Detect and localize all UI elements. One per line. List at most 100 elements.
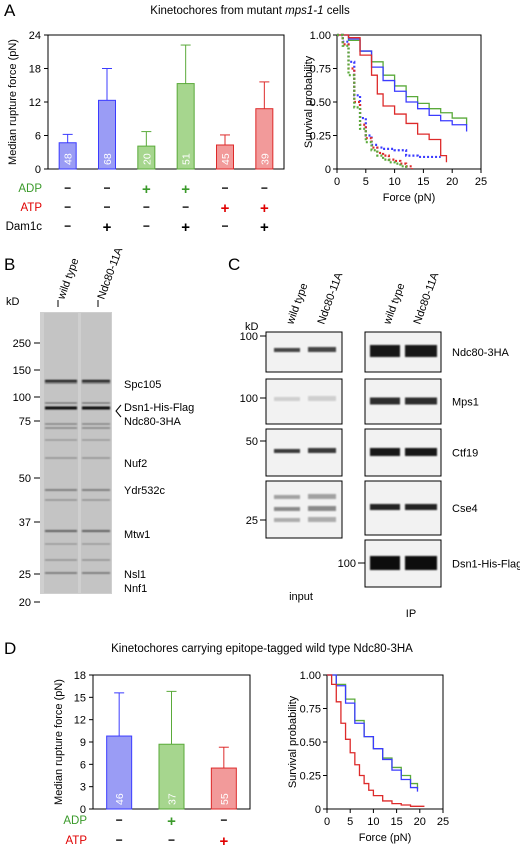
gel-band [82, 427, 110, 429]
bar [98, 99, 116, 170]
y-tick-label: 6 [35, 131, 41, 143]
survival-curve [327, 674, 419, 792]
gel-band-label: Dsn1-His-Flag [124, 402, 194, 414]
blot-band [370, 504, 400, 510]
x-tick-label: 25 [475, 176, 487, 188]
y-axis-label: Survival probability [287, 695, 299, 788]
condition-symbol: − [64, 181, 71, 195]
condition-symbol: − [261, 181, 268, 195]
blot-input-lane-label-ndc80-11a: Ndc80-11A [316, 270, 346, 326]
blot-band [274, 518, 300, 522]
blot-band [405, 345, 437, 357]
condition-symbol: + [142, 181, 151, 198]
survival-curve-dotted [337, 33, 413, 169]
blot-input-label: input [289, 591, 313, 603]
condition-symbol: − [220, 813, 227, 827]
condition-symbol: − [143, 219, 150, 233]
bar [255, 108, 274, 170]
gel-marker-label: 37 [19, 517, 31, 529]
survival-curve [327, 674, 419, 789]
blot-protein-label: Ndc80-3HA [452, 347, 510, 359]
y-tick-label: 12 [74, 715, 86, 727]
blot-ip-lane-label-wild-type: wild type [381, 282, 407, 327]
blot-band [274, 507, 300, 511]
x-tick-label: 10 [388, 176, 400, 188]
gel-lane [81, 313, 111, 593]
condition-symbol: + [260, 219, 269, 236]
gel-band-label: Mtw1 [124, 529, 150, 541]
y-axis-label: Median rupture force (pN) [7, 39, 19, 165]
gel-band [82, 457, 110, 459]
panel-d-title: Kinetochores carrying epitope-tagged wil… [111, 643, 413, 655]
gel-band [82, 489, 110, 491]
gel-lane-label-wild-type: wild type [55, 257, 81, 302]
gel-band-labels: Spc105 Dsn1-His-Flag Ndc80-3HA Nuf2 Ydr532c M… [115, 379, 194, 595]
condition-label: ADP [18, 183, 42, 195]
gel-band [82, 439, 110, 441]
gel-band-label: Ydr532c [124, 485, 165, 497]
x-tick-label: 0 [324, 816, 330, 828]
gel-marker-label: 100 [13, 392, 31, 404]
y-tick-label: 18 [74, 670, 86, 682]
bar [58, 142, 77, 170]
y-axis-label: Survival probability [303, 55, 315, 148]
gel-band [45, 406, 77, 410]
blot-band [308, 517, 336, 522]
blot-protein-label: Ctf19 [452, 448, 478, 460]
gel-band [45, 543, 77, 545]
blot-band [308, 494, 336, 499]
blot-band [405, 504, 437, 510]
blot-marker-label: 25 [246, 515, 258, 527]
y-tick-label: 3 [80, 782, 86, 794]
gel-marker-label: 150 [13, 365, 31, 377]
blot-ip-label: IP [406, 608, 416, 620]
bar [176, 83, 195, 170]
gel-band-label: Nuf2 [124, 458, 147, 470]
bar [210, 767, 237, 810]
gel-band [45, 402, 77, 404]
panel-a-title: Kinetochores from mutant mps1-1 cells [150, 5, 350, 17]
plot-frame [47, 34, 285, 170]
condition-label: Dam1c [6, 221, 43, 233]
bar-n-label: 37 [167, 793, 179, 805]
y-tick-label: 18 [29, 64, 41, 76]
y-tick-label: 0.25 [310, 131, 331, 143]
gel-band-label: Ndc80-3HA [124, 416, 182, 428]
panel-a-letter: A [4, 1, 16, 20]
bar-n-label: 48 [63, 153, 75, 165]
gel-lane [44, 313, 78, 593]
gel-marker-label: 250 [13, 338, 31, 350]
blot-protein-label: Dsn1-His-Flag [452, 559, 520, 571]
gel-band [45, 489, 77, 491]
blot-marker-label: 100 [240, 393, 258, 405]
panel-a-bar-chart: 0 6 12 18 24 Median rupture force (pN) 48 68 20 5… [6, 30, 285, 236]
panel-d-survival-chart: 0 5 10 15 20 25 0 0.25 0.50 0.75 1.00 Force (pN) Sur… [287, 670, 449, 844]
y-axis-label: Median rupture force (pN) [53, 679, 65, 805]
survival-curve [337, 34, 468, 125]
gel-bands [44, 313, 111, 593]
condition-symbol: − [116, 833, 123, 847]
condition-symbol: + [181, 219, 190, 236]
blot-input-lane-label-wild-type: wild type [284, 282, 310, 327]
blot-band [308, 347, 336, 352]
condition-symbol: − [103, 181, 110, 195]
gel-band [45, 499, 77, 501]
blot-band [370, 397, 400, 405]
gel-kd-label: kD [6, 296, 20, 308]
gel-band [45, 382, 77, 384]
y-tick-label: 9 [80, 737, 86, 749]
blot-band [308, 506, 336, 511]
condition-symbol: − [168, 833, 175, 847]
gel-band [45, 559, 77, 561]
x-tick-label: 5 [363, 176, 369, 188]
x-tick-label: 0 [334, 176, 340, 188]
gel-band [82, 382, 110, 384]
bar [158, 743, 185, 810]
y-tick-label: 1.00 [310, 30, 331, 42]
gel-band [45, 530, 77, 532]
gel-band [82, 423, 110, 425]
blot-marker-label: 50 [246, 436, 258, 448]
blot-band [370, 556, 400, 570]
y-tick-label: 0 [80, 804, 86, 816]
